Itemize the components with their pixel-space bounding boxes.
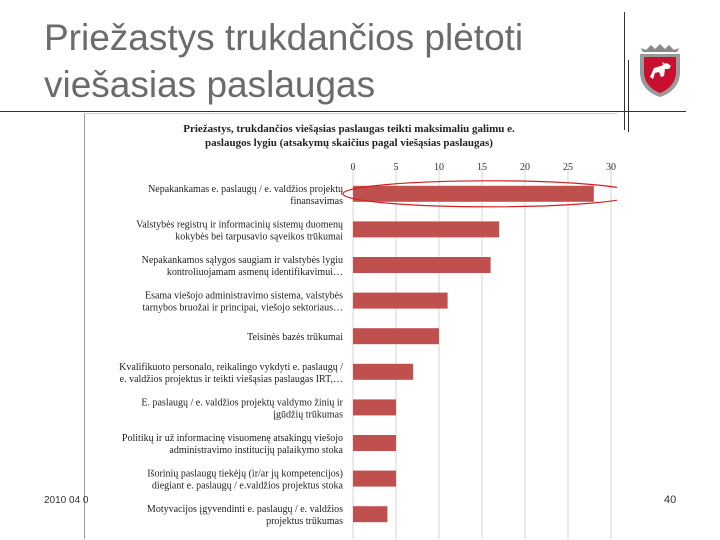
category-label: Esama viešojo administravimo sistema, va… xyxy=(145,291,343,302)
x-tick-label: 30 xyxy=(606,162,616,173)
title-underline xyxy=(0,111,686,112)
highlight-ellipse xyxy=(342,180,617,208)
title-divider-line-inner xyxy=(628,60,629,132)
category-labels: Nepakankamas e. paslaugų / e. valdžios p… xyxy=(119,184,344,527)
category-label: Motyvacijos įgyvendinti e. paslaugų / e.… xyxy=(147,504,343,515)
category-label: Kvalifikuoto personalo, reikalingo vykdy… xyxy=(119,362,343,373)
category-label: projektus trūkumas xyxy=(266,516,343,527)
footer-date: 2010 04 0 xyxy=(44,495,89,506)
category-label: tarnybos bruožai ir principai, viešojo s… xyxy=(142,303,343,314)
slide-title-line-2: viešasias paslaugas xyxy=(44,64,376,105)
bar xyxy=(353,435,396,451)
coat-of-arms-icon xyxy=(640,44,680,97)
category-label: įgūdžių trūkumas xyxy=(273,409,343,420)
category-label: administravimo institucijų palaikymo sto… xyxy=(169,445,343,456)
category-label: Politikų ir už informacinę visuomenę ats… xyxy=(122,433,343,444)
category-label: E. paslaugų / e. valdžios projektų valdy… xyxy=(141,397,343,408)
category-label: diegiant e. paslaugų / e.valdžios projek… xyxy=(152,481,344,492)
bar xyxy=(353,506,388,523)
category-label: kokybės bei tarpusavio sąveikos trūkumai xyxy=(175,231,343,242)
chart-panel: Priežastys, trukdančios viešąsias paslau… xyxy=(84,113,617,539)
page-number: 40 xyxy=(664,494,677,506)
bar xyxy=(353,399,396,416)
chart-title-line-1: Priežastys, trukdančios viešąsias paslau… xyxy=(183,123,515,135)
category-label: Valstybės registrų ir informacinių siste… xyxy=(136,219,343,230)
bar xyxy=(353,470,396,487)
slide-title-line-1: Priežastys trukdančios plėtoti xyxy=(44,17,524,58)
category-label: finansavimas xyxy=(290,196,343,207)
category-label: Nepakankamas e. paslaugų / e. valdžios p… xyxy=(148,184,343,195)
x-axis-ticks: 0 5 10 15 20 25 30 xyxy=(351,162,617,173)
bar xyxy=(353,221,500,238)
category-label: Teisinės bazės trūkumai xyxy=(247,332,343,343)
bar xyxy=(353,328,439,345)
x-tick-label: 5 xyxy=(394,162,399,173)
category-label: kontroliuojamam asmenų identifikavimui… xyxy=(167,267,343,278)
slide-title: Priežastys trukdančios plėtoti viešasias… xyxy=(44,14,614,108)
bar xyxy=(353,185,594,202)
bar-chart: Priežastys, trukdančios viešąsias paslau… xyxy=(119,123,617,539)
category-label: e. valdžios projektus ir teikti viešąsia… xyxy=(120,374,343,385)
x-tick-label: 15 xyxy=(477,162,487,173)
bar xyxy=(353,363,414,380)
category-label: Išorinių paslaugų tiekėjų (ir/ar jų komp… xyxy=(147,469,343,480)
x-tick-label: 0 xyxy=(351,162,356,173)
title-divider-line xyxy=(624,12,625,130)
chart-title-line-2: paslaugos lygiu (atsakymų skaičius pagal… xyxy=(205,137,493,149)
x-tick-label: 25 xyxy=(563,162,573,173)
chart-bars xyxy=(353,185,594,523)
x-tick-label: 20 xyxy=(520,162,530,173)
x-tick-label: 10 xyxy=(434,162,444,173)
bar xyxy=(353,292,448,309)
bar xyxy=(353,257,491,273)
category-label: Nepakankamos sąlygos saugiam ir valstybė… xyxy=(142,255,343,266)
